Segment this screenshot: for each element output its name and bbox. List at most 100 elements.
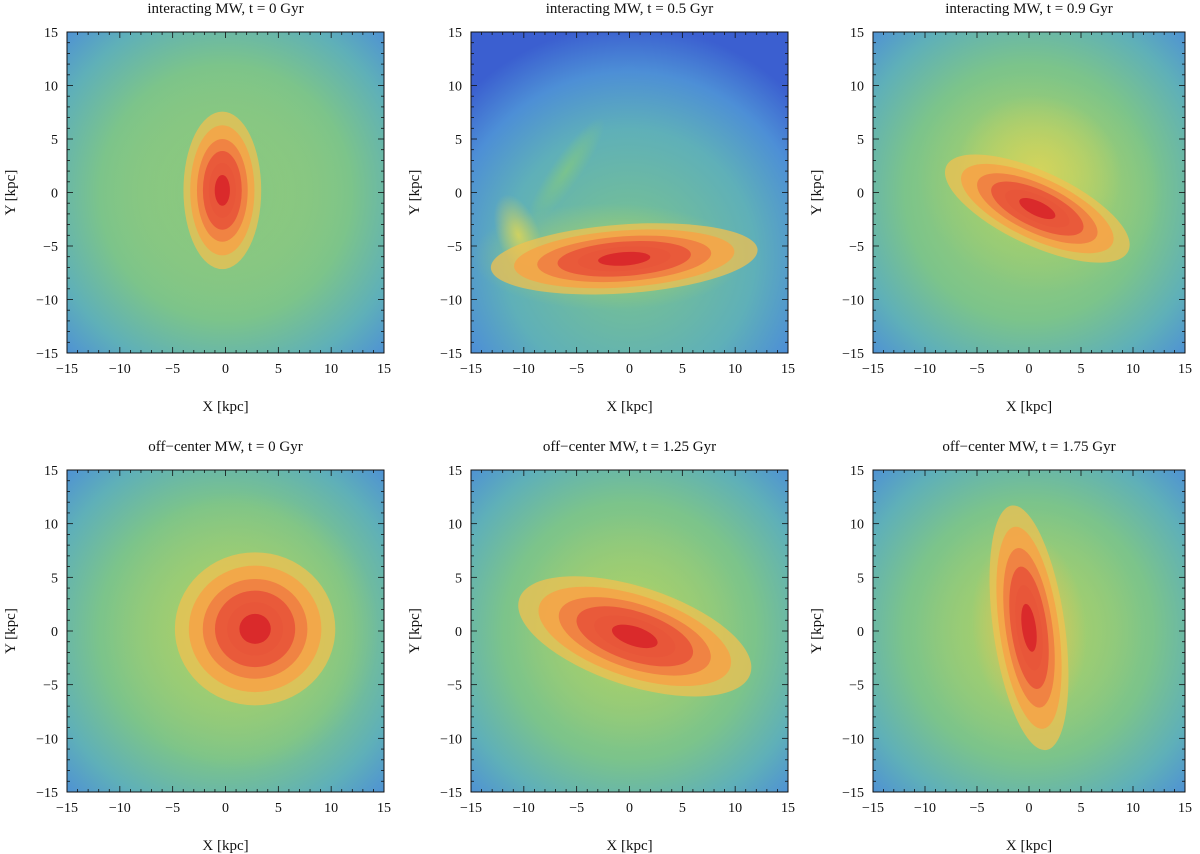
x-tick-label: −10 [513, 362, 535, 377]
y-tick-label: 10 [44, 518, 58, 533]
x-tick-label: 5 [275, 362, 282, 377]
x-tick-label: 5 [679, 801, 686, 816]
density-contour [598, 251, 651, 266]
x-tick-label: 15 [781, 362, 795, 377]
x-tick-label: 15 [781, 801, 795, 816]
y-axis-label: Y [kpc] [407, 608, 423, 654]
y-tick-label: 15 [850, 464, 864, 479]
x-tick-label: 0 [626, 801, 633, 816]
density-contour [1019, 197, 1056, 220]
structure-blob [527, 117, 605, 225]
y-tick-label: 0 [857, 625, 864, 640]
panel-5: −15 −10 −5 0 5 10 15 15 10 5 0 −5 −10 −15 off−center M… [407, 439, 795, 854]
y-axis-label: Y [kpc] [809, 608, 825, 654]
y-tick-label: 15 [448, 26, 462, 41]
density-contour [1021, 603, 1037, 652]
x-tick-label: 5 [275, 801, 282, 816]
y-tick-label: 10 [44, 80, 58, 95]
x-tick-label: −5 [165, 362, 180, 377]
x-tick-label: −5 [165, 801, 180, 816]
x-tick-label: 0 [626, 362, 633, 377]
x-axis-label: X [kpc] [1006, 838, 1052, 854]
y-tick-label: 5 [455, 133, 462, 148]
x-tick-label: 0 [1026, 801, 1033, 816]
y-tick-label: −15 [440, 786, 462, 801]
y-tick-label: 5 [857, 571, 864, 586]
y-tick-label: −15 [842, 786, 864, 801]
y-tick-label: −10 [842, 294, 864, 309]
x-tick-label: 0 [222, 801, 229, 816]
y-tick-label: 0 [455, 187, 462, 202]
y-tick-label: −10 [440, 294, 462, 309]
y-tick-label: 0 [455, 625, 462, 640]
x-tick-label: −10 [109, 801, 131, 816]
y-tick-label: −5 [43, 679, 58, 694]
x-tick-label: 5 [1078, 801, 1085, 816]
y-tick-label: 0 [51, 625, 58, 640]
x-tick-label: −15 [862, 362, 884, 377]
x-tick-label: −5 [970, 362, 985, 377]
x-tick-label: −15 [862, 801, 884, 816]
y-tick-label: 0 [857, 187, 864, 202]
y-axis-label: Y [kpc] [809, 170, 825, 216]
x-tick-label: 0 [1026, 362, 1033, 377]
density-field [67, 470, 384, 792]
density-contour [214, 174, 230, 206]
y-tick-label: −15 [36, 786, 58, 801]
density-field [67, 32, 384, 353]
panel-3: −15 −10 −5 0 5 10 15 15 10 5 0 −5 −10 −15 interacting … [809, 1, 1192, 415]
y-tick-label: 10 [850, 518, 864, 533]
panel-title: interacting MW, t = 0 Gyr [147, 1, 303, 17]
x-axis-label: X [kpc] [606, 838, 652, 854]
x-tick-label: −10 [109, 362, 131, 377]
x-tick-label: −5 [569, 362, 584, 377]
x-tick-label: 15 [1178, 801, 1192, 816]
density-contour [239, 613, 271, 644]
density-contour [611, 624, 658, 649]
y-axis-label: Y [kpc] [3, 608, 19, 654]
y-tick-label: −15 [440, 347, 462, 362]
x-tick-label: 10 [1126, 362, 1140, 377]
x-axis-label: X [kpc] [202, 399, 248, 415]
panel-title: interacting MW, t = 0.5 Gyr [546, 1, 713, 17]
x-tick-label: 10 [324, 362, 338, 377]
x-tick-label: 15 [1178, 362, 1192, 377]
x-axis-label: X [kpc] [606, 399, 652, 415]
y-tick-label: 15 [850, 26, 864, 41]
y-tick-label: −10 [36, 732, 58, 747]
x-tick-label: 10 [728, 801, 742, 816]
x-tick-label: 10 [728, 362, 742, 377]
x-tick-label: −10 [513, 801, 535, 816]
x-tick-label: 10 [1126, 801, 1140, 816]
y-tick-label: −15 [36, 347, 58, 362]
x-tick-label: −5 [569, 801, 584, 816]
y-axis-label: Y [kpc] [407, 170, 423, 216]
x-tick-label: −10 [914, 362, 936, 377]
y-tick-label: −15 [842, 347, 864, 362]
panel-1: −15 −10 −5 0 5 10 15 15 10 5 0 −5 −10 −15 interacting … [3, 1, 391, 415]
x-tick-label: 5 [679, 362, 686, 377]
y-tick-label: 5 [51, 133, 58, 148]
y-tick-label: −5 [849, 679, 864, 694]
x-tick-label: −5 [970, 801, 985, 816]
y-tick-label: −5 [849, 240, 864, 255]
y-tick-label: −5 [43, 240, 58, 255]
y-tick-label: −10 [842, 732, 864, 747]
y-tick-label: 15 [448, 464, 462, 479]
y-tick-label: 15 [44, 26, 58, 41]
y-tick-label: 10 [850, 80, 864, 95]
y-tick-label: −5 [447, 679, 462, 694]
x-tick-label: 0 [222, 362, 229, 377]
x-tick-label: −15 [460, 362, 482, 377]
panel-4: −15 −10 −5 0 5 10 15 15 10 5 0 −5 −10 −15 off−center M… [3, 439, 391, 854]
x-tick-label: −15 [56, 362, 78, 377]
panel-2: −15 −10 −5 0 5 10 15 15 10 5 0 −5 −10 −15 interacting … [407, 1, 795, 415]
density-field [471, 470, 788, 792]
y-tick-label: −10 [36, 294, 58, 309]
y-axis-label: Y [kpc] [3, 170, 19, 216]
y-tick-label: 5 [455, 571, 462, 586]
panel-title: off−center MW, t = 1.75 Gyr [942, 439, 1115, 455]
y-tick-label: 5 [51, 571, 58, 586]
panel-title: interacting MW, t = 0.9 Gyr [945, 1, 1112, 17]
